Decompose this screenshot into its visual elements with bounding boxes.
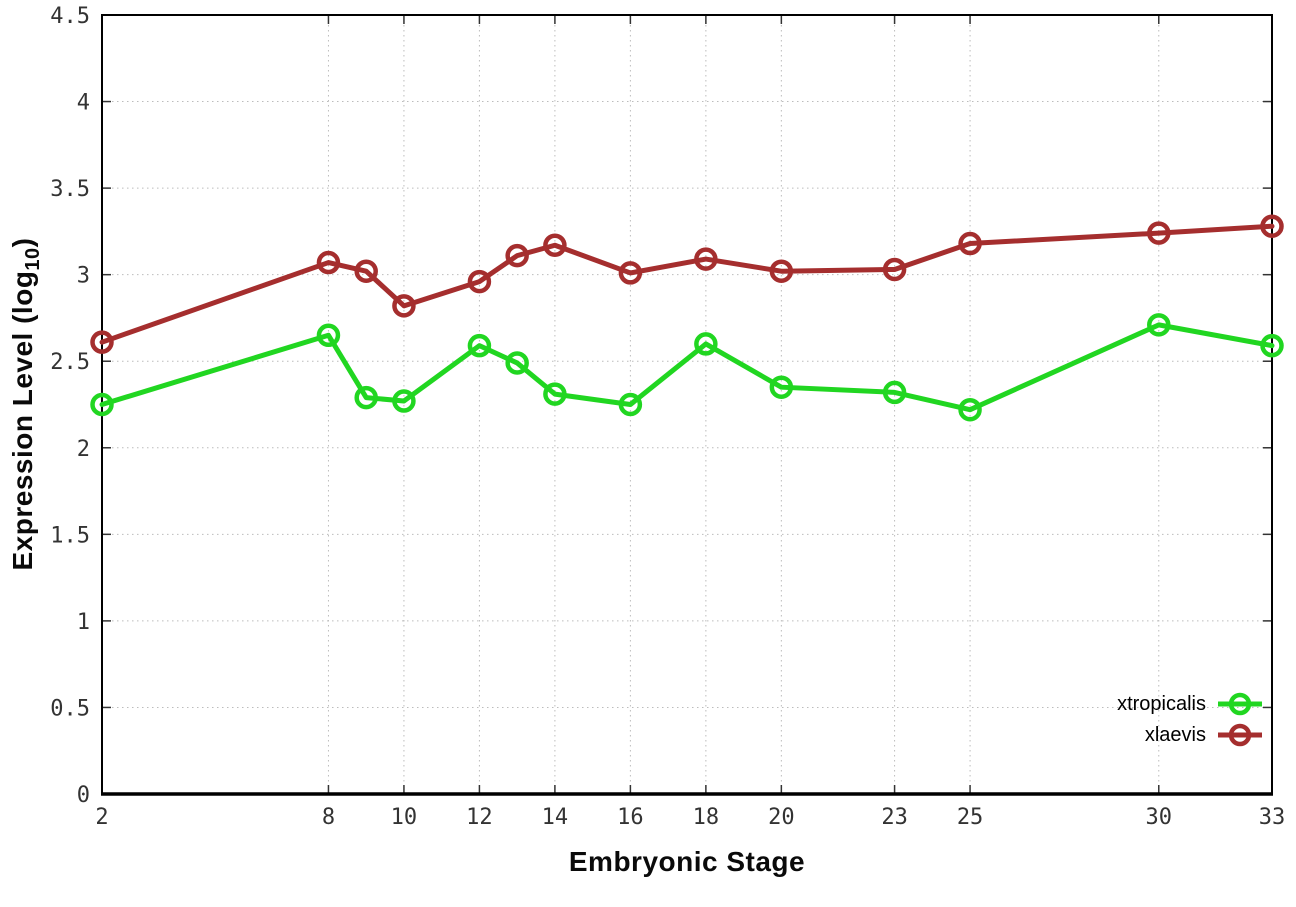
legend-marker-xlaevis-icon (1218, 723, 1262, 747)
y-tick-label: 1 (77, 610, 90, 635)
y-tick-label: 3.5 (50, 177, 90, 202)
data-point-marker (467, 269, 492, 294)
legend: xtropicalis xlaevis (1117, 690, 1264, 749)
data-point-marker (354, 385, 378, 410)
data-point-marker (882, 257, 907, 282)
series-xlaevis (90, 214, 1284, 354)
data-point-marker (618, 261, 643, 285)
series-line-xlaevis (99, 223, 1275, 345)
series-line-xtropicalis (99, 322, 1275, 413)
data-point-marker (769, 375, 794, 399)
data-point-marker (505, 351, 529, 375)
x-tick-label: 16 (617, 805, 644, 830)
data-point-marker (1147, 221, 1171, 245)
data-point-marker (694, 247, 718, 271)
y-tick-label: 1.5 (50, 523, 90, 548)
y-axis-title-close: ) (7, 237, 38, 248)
gridlines (101, 14, 1273, 795)
y-tick-label: 3 (77, 264, 90, 289)
data-point-marker (316, 323, 341, 348)
data-point-marker (882, 380, 907, 405)
x-tick-label: 23 (881, 805, 908, 830)
data-point-marker (90, 330, 114, 354)
y-tick-label: 2.5 (50, 350, 90, 375)
y-tick-label: 0 (77, 783, 90, 808)
data-point-marker (392, 294, 416, 318)
y-axis-title: Expression Level (log10) (7, 238, 45, 571)
y-tick-label: 2 (77, 437, 90, 462)
x-tick-label: 33 (1259, 805, 1286, 830)
axis-ticks (101, 14, 1273, 795)
data-point-marker (90, 392, 114, 417)
tick-labels: 2 8 10 12 14 16 18 20 23 25 30 33 0 0.5 1 1.5 2 2.5 3 3.5 4 4… (50, 4, 1285, 830)
x-tick-label: 25 (957, 805, 984, 830)
legend-sample-circle (1228, 692, 1252, 716)
data-point-marker (1260, 214, 1284, 238)
y-tick-label: 4.5 (50, 4, 90, 29)
legend-marker-xtropicalis-icon (1218, 692, 1262, 716)
data-point-marker (958, 397, 982, 422)
y-tick-label: 4 (77, 91, 90, 116)
data-point-marker (467, 333, 492, 358)
legend-label-xtropicalis: xtropicalis (1117, 692, 1206, 715)
x-tick-label: 12 (466, 805, 493, 830)
data-point-marker (958, 231, 982, 256)
data-point-marker (354, 259, 378, 283)
y-axis-title-subscript: 10 (22, 247, 44, 271)
plot-border (101, 14, 1273, 795)
x-tick-label: 14 (542, 805, 569, 830)
x-tick-label: 2 (95, 805, 108, 830)
x-tick-label: 18 (693, 805, 720, 830)
x-tick-label: 10 (391, 805, 418, 830)
legend-label-xlaevis: xlaevis (1144, 723, 1206, 746)
data-point-marker (618, 392, 643, 417)
data-point-marker (392, 389, 416, 413)
data-point-marker (316, 250, 341, 275)
data-point-marker (1147, 313, 1171, 337)
x-axis-title: Embryonic Stage (568, 846, 806, 877)
data-point-marker (543, 382, 567, 406)
series-xtropicalis (90, 313, 1284, 422)
data-point-marker (1260, 333, 1284, 358)
y-axis-title-text: Expression Level (log (7, 270, 38, 571)
data-point-marker (769, 259, 794, 283)
data-point-marker (543, 233, 567, 257)
legend-entry-xtropicalis: xtropicalis (1117, 690, 1264, 718)
data-point-marker (505, 243, 529, 268)
data-point-marker (694, 332, 718, 356)
legend-sample-circle (1228, 723, 1252, 747)
y-tick-label: 0.5 (50, 696, 90, 721)
x-tick-label: 8 (322, 805, 335, 830)
legend-entry-xlaevis: xlaevis (1145, 721, 1264, 749)
x-tick-label: 30 (1146, 805, 1173, 830)
x-tick-label: 20 (768, 805, 795, 830)
